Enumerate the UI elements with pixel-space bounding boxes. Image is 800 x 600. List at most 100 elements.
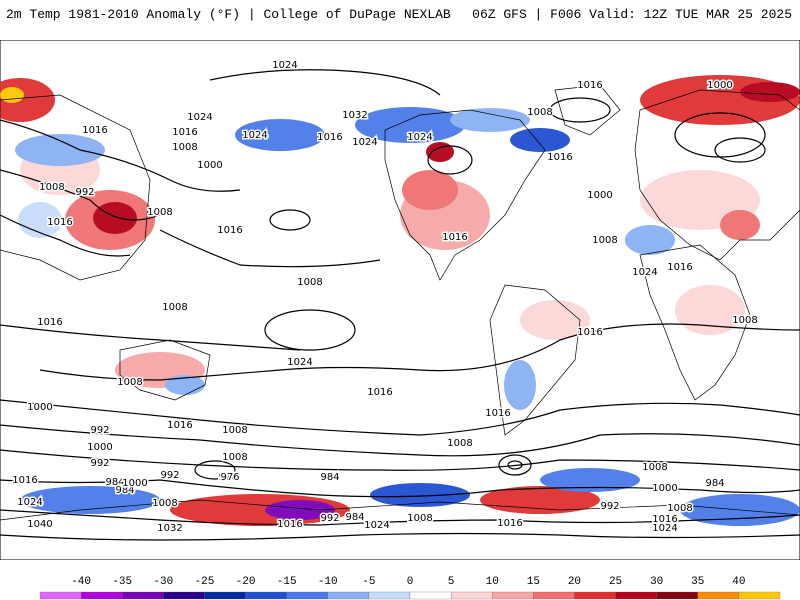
contour-label: 1008 — [527, 107, 552, 118]
contour-label: 1016 — [37, 317, 62, 328]
colorbar-tick-label: 10 — [486, 576, 499, 588]
colorbar-swatch — [533, 591, 575, 600]
colorbar-swatch — [39, 591, 82, 600]
contour-label: 1024 — [352, 137, 377, 148]
contour-label: 1008 — [592, 235, 617, 246]
colorbar-swatch — [697, 591, 740, 600]
contour-label: 1008 — [162, 302, 187, 313]
colorbar-swatch — [368, 591, 411, 600]
contour-label: 1016 — [485, 408, 510, 419]
contour-label: 1008 — [407, 513, 432, 524]
contour-label: 1016 — [667, 262, 692, 273]
contour-label: 1016 — [277, 519, 302, 530]
colorbar-tick-label: -10 — [318, 576, 338, 588]
contour-label: 976 — [218, 472, 237, 483]
colorbar-swatch — [450, 591, 493, 600]
contour-label: 1016 — [652, 514, 677, 525]
colorbar-tick-label: 35 — [691, 576, 704, 588]
contour-label: 1024 — [187, 112, 212, 123]
contour-label: 1016 — [217, 225, 242, 236]
contour-label: 1008 — [147, 207, 172, 218]
contour-label: 992 — [75, 187, 94, 198]
colorbar-swatch — [656, 591, 698, 600]
land-outlines — [0, 84, 800, 521]
contour-label: 1008 — [667, 503, 692, 514]
colorbar-swatch — [327, 591, 370, 600]
contour-label: 1008 — [447, 438, 472, 449]
contour-label: 1000 — [707, 80, 732, 91]
isobar-contours — [0, 69, 800, 541]
colorbar-tick-label: 0 — [407, 576, 414, 588]
colorbar-swatch — [245, 591, 287, 600]
contour-label: 1016 — [577, 80, 602, 91]
contour-label: 1032 — [157, 523, 182, 534]
contour-label: 1024 — [364, 520, 389, 531]
contour-label: 1000 — [87, 442, 112, 453]
contour-label: 1024 — [242, 130, 267, 141]
map-header: 2m Temp 1981-2010 Anomaly (°F) | College… — [0, 0, 800, 40]
contour-label: 1024 — [407, 132, 432, 143]
contour-label: 1016 — [577, 327, 602, 338]
contour-label: 1016 — [82, 125, 107, 136]
contour-label: 992 — [600, 501, 619, 512]
contour-label: 1016 — [47, 217, 72, 228]
map-title: 2m Temp 1981-2010 Anomaly (°F) | College… — [6, 7, 451, 22]
colorbar-swatches — [39, 591, 781, 600]
contour-label: 1016 — [547, 152, 572, 163]
contour-label: 1008 — [222, 425, 247, 436]
contour-label: 1024 — [287, 357, 312, 368]
colorbar-swatch — [409, 591, 452, 600]
contour-label: 1016 — [497, 518, 522, 529]
contour-label: 984 — [705, 478, 724, 489]
contour-label: 992 — [320, 513, 339, 524]
contour-label: 1024 — [17, 497, 42, 508]
contour-label: 1024 — [652, 523, 677, 534]
colorbar-swatch — [738, 591, 781, 600]
contour-label: 1016 — [497, 518, 522, 529]
colorbar-ticks: -40 -35 -30 -25 -20 -15 -10 -5 0 5 10 15 20 25 30 35 40 — [71, 576, 745, 588]
colorbar-tick-label: 20 — [568, 576, 581, 588]
colorbar-swatch — [286, 591, 328, 600]
contour-label: 1008 — [732, 315, 757, 326]
colorbar-swatch — [80, 591, 123, 600]
contour-label: 1024 — [272, 60, 297, 71]
contour-label: 1016 — [317, 132, 342, 143]
contour-label: 1000 — [122, 478, 147, 489]
colorbar-tick-label: 15 — [527, 576, 540, 588]
contour-label: 1016 — [367, 387, 392, 398]
colorbar-tick-label: -5 — [362, 576, 375, 588]
colorbar-tick-label: -30 — [153, 576, 173, 588]
colorbar-tick-label: -25 — [195, 576, 215, 588]
colorbar-tick-label: -35 — [112, 576, 132, 588]
contour-label: 1016 — [12, 475, 37, 486]
contour-label: 1008 — [152, 498, 177, 509]
contour-label: 1008 — [642, 462, 667, 473]
contour-label: 1000 — [587, 190, 612, 201]
anomaly-shading — [0, 75, 800, 526]
contour-label: 984 — [345, 512, 364, 523]
contour-label: 1016 — [167, 420, 192, 431]
colorbar: -40 -35 -30 -25 -20 -15 -10 -5 0 5 10 15 20 25 30 35 40 — [39, 576, 781, 600]
colorbar-tick-label: 30 — [650, 576, 663, 588]
contour-label: 1016 — [442, 232, 467, 243]
colorbar-swatch — [163, 591, 205, 600]
contour-label: 1008 — [117, 377, 142, 388]
contour-label: 992 — [160, 470, 179, 481]
contour-label: 1040 — [27, 519, 52, 530]
contour-label: 984 — [115, 485, 134, 496]
contour-label: 1008 — [222, 452, 247, 463]
model-run-info: 06Z GFS | F006 Valid: 12Z TUE MAR 25 202… — [472, 7, 792, 22]
colorbar-swatch — [615, 591, 657, 600]
contour-label: 1016 — [172, 127, 197, 138]
contour-label: 1008 — [39, 182, 64, 193]
contour-label: 1008 — [172, 142, 197, 153]
contour-label: 984 — [320, 472, 339, 483]
contour-label: 1000 — [27, 402, 52, 413]
colorbar-tick-label: 5 — [448, 576, 455, 588]
contour-label: 1000 — [652, 483, 677, 494]
colorbar-tick-label: -20 — [236, 576, 256, 588]
colorbar-swatch — [492, 591, 534, 600]
contour-label: 984 — [105, 477, 124, 488]
